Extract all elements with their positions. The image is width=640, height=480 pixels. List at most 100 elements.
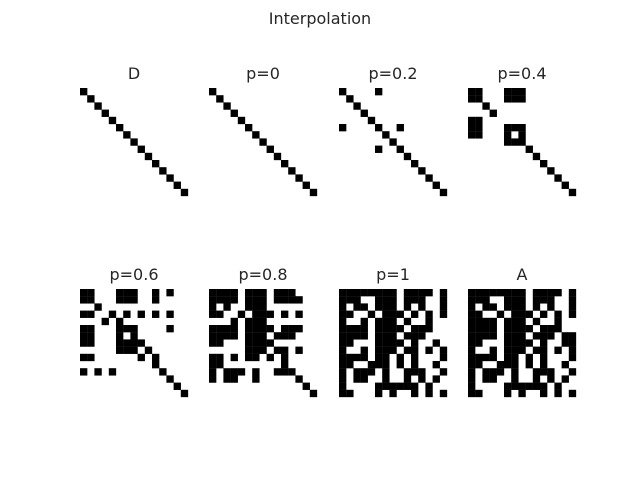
matrix-cell bbox=[360, 332, 368, 340]
matrix-cell bbox=[568, 353, 577, 362]
matrix-cell bbox=[259, 138, 267, 146]
matrix-cell bbox=[273, 289, 282, 297]
matrix-cell bbox=[475, 95, 483, 103]
matrix-cell bbox=[339, 382, 347, 390]
matrix-cell bbox=[518, 289, 526, 297]
matrix-cell bbox=[209, 289, 217, 297]
matrix-cell bbox=[216, 339, 224, 347]
matrix-cell bbox=[511, 310, 519, 318]
matrix-cell bbox=[116, 289, 124, 297]
matrix-cell bbox=[360, 346, 368, 354]
matrix-cell bbox=[389, 296, 397, 304]
matrix-cell bbox=[511, 95, 519, 103]
matrix-cell bbox=[489, 332, 497, 340]
matrix-cell bbox=[173, 382, 181, 390]
matrix-cell bbox=[532, 368, 541, 376]
matrix-cell bbox=[375, 389, 383, 398]
matrix-cell bbox=[540, 325, 548, 333]
matrix-cell bbox=[116, 124, 124, 132]
matrix-cell bbox=[346, 325, 354, 333]
matrix-cell bbox=[216, 95, 224, 103]
matrix-cell bbox=[382, 332, 390, 340]
matrix-cell bbox=[468, 325, 476, 333]
matrix-cell bbox=[411, 160, 419, 168]
matrix-cell bbox=[403, 346, 412, 354]
matrix-cell bbox=[259, 346, 267, 354]
matrix-cell bbox=[511, 138, 519, 146]
matrix-cell bbox=[252, 353, 260, 362]
matrix-cell bbox=[411, 325, 419, 333]
matrix-cell bbox=[281, 346, 289, 354]
matrix-cell bbox=[489, 375, 497, 383]
matrix-cell bbox=[339, 317, 347, 326]
matrix-cell bbox=[375, 145, 383, 153]
matrix-cell bbox=[518, 339, 526, 347]
matrix-cell bbox=[489, 109, 497, 117]
matrix-cell bbox=[353, 325, 361, 333]
matrix-cell bbox=[475, 389, 483, 398]
matrix-cell bbox=[382, 353, 390, 362]
matrix-cell bbox=[439, 310, 448, 318]
matrix-cell bbox=[568, 303, 577, 311]
matrix-cell bbox=[504, 138, 512, 146]
matrix-cell bbox=[511, 346, 519, 354]
matrix-cell bbox=[339, 310, 347, 318]
matrix-cell bbox=[87, 310, 95, 318]
matrix-cell bbox=[252, 310, 260, 318]
matrix-cell bbox=[339, 325, 347, 333]
matrix-cell bbox=[425, 174, 433, 182]
matrix-cell bbox=[353, 296, 361, 304]
matrix-cell bbox=[266, 353, 274, 362]
matrix-cell bbox=[511, 289, 519, 297]
matrix-cell bbox=[302, 181, 310, 189]
matrix-cell bbox=[518, 382, 526, 390]
matrix-cell bbox=[547, 332, 555, 340]
matrix-cell bbox=[482, 332, 490, 340]
matrix-cell bbox=[482, 317, 490, 326]
matrix-cell bbox=[252, 346, 260, 354]
matrix-cell bbox=[245, 332, 253, 340]
matrix-cell bbox=[540, 353, 548, 362]
matrix-cell bbox=[180, 389, 189, 398]
matrix-cell bbox=[80, 339, 88, 347]
matrix-cell bbox=[504, 131, 512, 139]
matrix-cell bbox=[259, 325, 267, 333]
matrix-cell bbox=[339, 389, 347, 398]
matrix-cell bbox=[237, 116, 246, 125]
matrix-cell bbox=[223, 375, 231, 383]
matrix-cell bbox=[489, 317, 497, 326]
matrix-cell bbox=[511, 317, 519, 326]
matrix-cell bbox=[540, 332, 548, 340]
matrix-cell bbox=[518, 124, 526, 132]
matrix-cell bbox=[288, 296, 296, 304]
matrix-cell bbox=[396, 325, 404, 333]
matrix-cell bbox=[209, 361, 217, 369]
matrix-cell bbox=[382, 296, 390, 304]
matrix-cell bbox=[353, 102, 361, 110]
matrix-cell bbox=[511, 332, 519, 340]
matrix-cell bbox=[230, 109, 238, 117]
matrix-cell bbox=[504, 346, 512, 354]
matrix-cell bbox=[130, 332, 138, 340]
matrix-cell bbox=[518, 310, 526, 318]
matrix-cell bbox=[568, 346, 577, 354]
matrix-cell bbox=[504, 289, 512, 297]
matrix-cell bbox=[360, 109, 368, 117]
matrix-cell bbox=[403, 152, 412, 161]
matrix-cell bbox=[295, 375, 303, 383]
matrix-cell bbox=[468, 375, 476, 383]
panel-title: p=0.8 bbox=[238, 265, 287, 284]
matrix-cell bbox=[389, 289, 397, 297]
matrix-cell bbox=[389, 310, 397, 318]
matrix-cell bbox=[209, 368, 217, 376]
matrix-cell bbox=[547, 303, 555, 311]
matrix-cell bbox=[346, 332, 354, 340]
matrix-cell bbox=[230, 332, 238, 340]
matrix-cell bbox=[346, 339, 354, 347]
matrix-cell bbox=[554, 346, 562, 354]
matrix-cell bbox=[230, 317, 238, 326]
matrix-cell bbox=[295, 174, 303, 182]
matrix-cell bbox=[87, 339, 95, 347]
matrix-cell bbox=[504, 124, 512, 132]
matrix-cell bbox=[144, 346, 153, 354]
